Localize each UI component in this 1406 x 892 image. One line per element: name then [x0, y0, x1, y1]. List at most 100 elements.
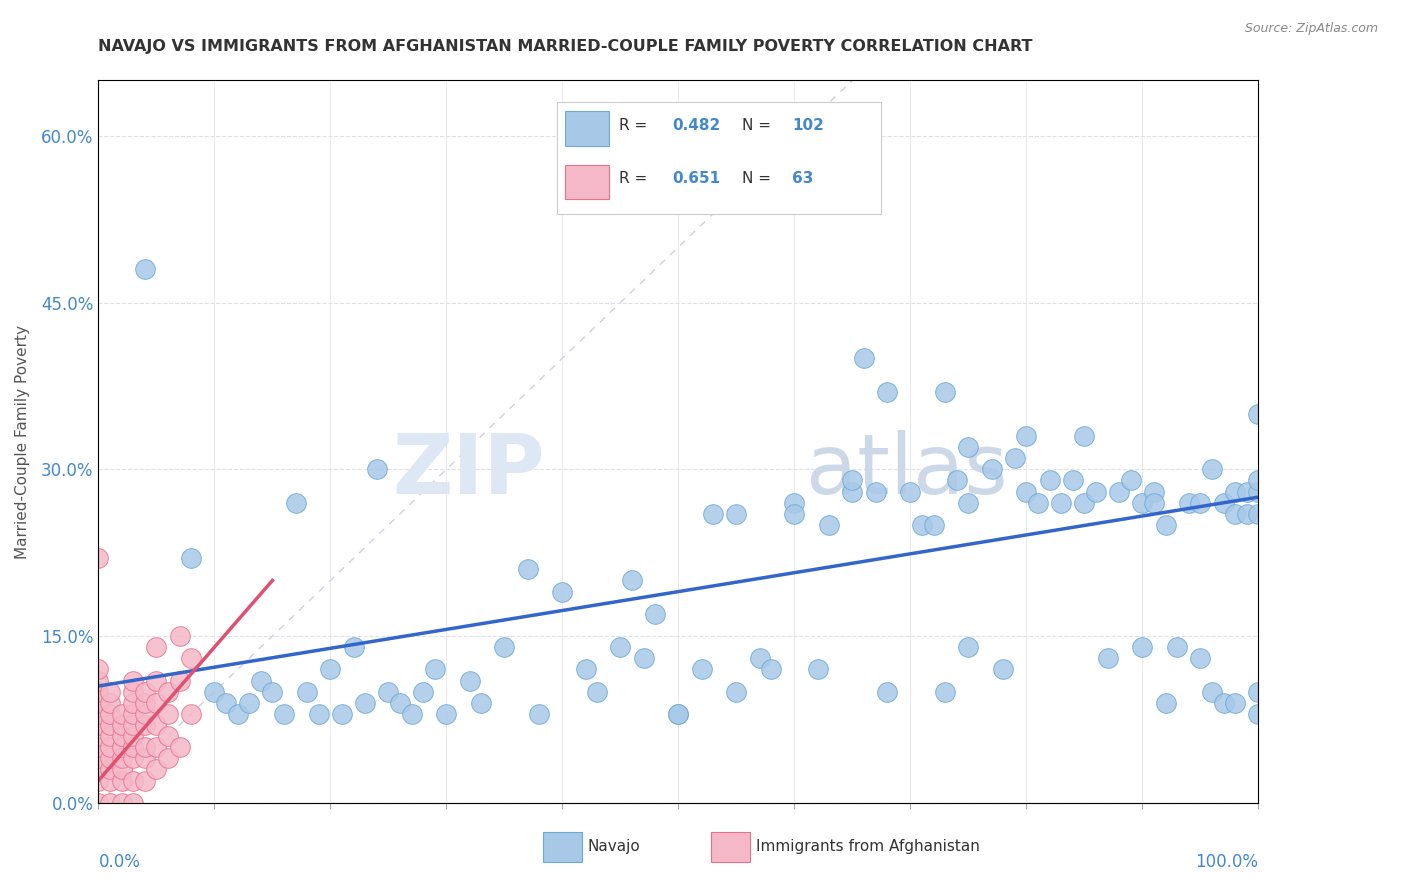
Point: [1119, 474, 1142, 488]
Point: [98, 751, 121, 765]
Point: [122, 773, 145, 788]
Point: [87, 751, 110, 765]
Point: [111, 729, 132, 743]
Point: [122, 696, 145, 710]
Text: Immigrants from Afghanistan: Immigrants from Afghanistan: [756, 839, 980, 855]
Point: [1004, 451, 1026, 466]
Point: [412, 684, 434, 698]
Point: [87, 684, 110, 698]
Point: [1015, 484, 1038, 499]
Point: [1085, 484, 1108, 499]
Point: [145, 718, 167, 732]
Point: [783, 507, 806, 521]
Point: [87, 763, 110, 777]
Point: [1212, 696, 1234, 710]
Point: [1247, 484, 1270, 499]
Point: [250, 673, 273, 688]
Point: [262, 684, 284, 698]
Point: [111, 718, 132, 732]
Point: [1247, 706, 1270, 721]
Point: [423, 662, 446, 676]
Point: [1015, 429, 1038, 443]
Point: [1247, 684, 1270, 698]
Point: [957, 496, 980, 510]
Point: [87, 796, 110, 810]
Point: [980, 462, 1002, 476]
FancyBboxPatch shape: [543, 831, 582, 862]
Point: [180, 651, 202, 665]
Point: [1108, 484, 1130, 499]
FancyBboxPatch shape: [565, 165, 609, 200]
Text: N =: N =: [742, 171, 776, 186]
Point: [666, 706, 689, 721]
Point: [852, 351, 875, 366]
Point: [366, 462, 388, 476]
Point: [1247, 407, 1270, 421]
FancyBboxPatch shape: [557, 102, 882, 214]
Point: [1039, 474, 1062, 488]
Point: [134, 718, 156, 732]
Point: [644, 607, 666, 621]
Point: [273, 706, 295, 721]
Point: [529, 706, 551, 721]
Point: [215, 696, 238, 710]
Point: [690, 662, 713, 676]
Point: [1223, 507, 1247, 521]
Point: [1236, 507, 1258, 521]
Point: [111, 773, 132, 788]
Point: [1223, 696, 1247, 710]
Point: [876, 684, 898, 698]
Point: [702, 507, 724, 521]
Point: [1132, 640, 1154, 655]
Point: [308, 706, 330, 721]
Point: [807, 662, 830, 676]
Point: [122, 706, 145, 721]
Point: [1166, 640, 1188, 655]
Point: [1189, 651, 1212, 665]
Text: ZIP: ZIP: [392, 430, 546, 511]
Point: [319, 662, 342, 676]
Point: [725, 507, 748, 521]
Point: [134, 706, 156, 721]
Point: [1026, 496, 1049, 510]
Point: [1201, 462, 1223, 476]
Point: [145, 673, 167, 688]
Point: [98, 796, 121, 810]
Text: N =: N =: [742, 118, 776, 133]
FancyBboxPatch shape: [565, 112, 609, 146]
Point: [575, 662, 598, 676]
Point: [169, 673, 191, 688]
Point: [122, 729, 145, 743]
Point: [98, 684, 121, 698]
Point: [134, 740, 156, 755]
Point: [122, 740, 145, 755]
Point: [1097, 651, 1119, 665]
Text: R =: R =: [619, 118, 652, 133]
Text: 63: 63: [792, 171, 814, 186]
Point: [865, 484, 887, 499]
Point: [122, 684, 145, 698]
Point: [98, 729, 121, 743]
Point: [157, 751, 180, 765]
Point: [145, 740, 167, 755]
Point: [377, 684, 399, 698]
Point: [841, 474, 863, 488]
Point: [111, 796, 132, 810]
Point: [98, 740, 121, 755]
Point: [98, 696, 121, 710]
Point: [1154, 517, 1177, 532]
Point: [87, 706, 110, 721]
Point: [551, 584, 574, 599]
Point: [134, 696, 156, 710]
Point: [957, 640, 980, 655]
Point: [900, 484, 922, 499]
Point: [458, 673, 481, 688]
Point: [122, 751, 145, 765]
Point: [633, 651, 655, 665]
Text: R =: R =: [619, 171, 652, 186]
Point: [1201, 684, 1223, 698]
Point: [1223, 484, 1247, 499]
Point: [957, 440, 980, 454]
Y-axis label: Married-Couple Family Poverty: Married-Couple Family Poverty: [15, 325, 30, 558]
Point: [725, 684, 748, 698]
